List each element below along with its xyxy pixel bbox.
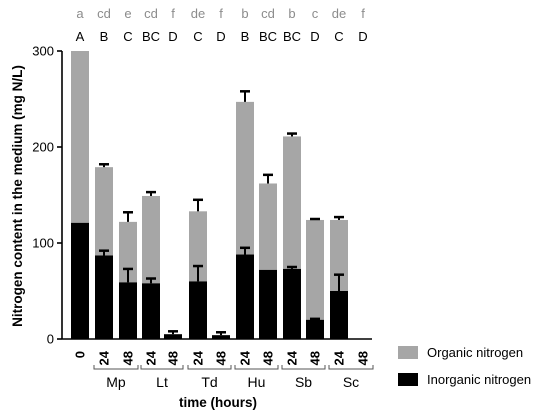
x-tick-label: 48 (214, 351, 229, 365)
group-bracket (281, 365, 326, 370)
group-label: Mp (106, 374, 126, 390)
bar-inorganic-nitrogen (119, 282, 137, 339)
group-bracket (93, 365, 139, 370)
bars (71, 51, 348, 339)
bar-organic-nitrogen (189, 211, 207, 282)
legend: Organic nitrogen Inorganic nitrogen (398, 345, 531, 387)
legend-swatch (398, 373, 418, 386)
significance-letter-upper: B (241, 29, 250, 44)
x-tick-label: 48 (261, 351, 276, 365)
bar-inorganic-nitrogen (283, 268, 301, 339)
x-tick-label: 24 (238, 350, 253, 365)
bar-organic-nitrogen (142, 195, 160, 284)
group-label: Td (201, 374, 217, 390)
significance-letter-upper: D (310, 29, 319, 44)
group-label: Sb (295, 374, 312, 390)
bar-inorganic-nitrogen (212, 335, 230, 339)
bar-organic-nitrogen (236, 101, 254, 255)
legend-label: Inorganic nitrogen (427, 372, 531, 387)
significance-letter-upper: A (76, 29, 85, 44)
bar-organic-nitrogen (330, 219, 348, 291)
y-axis: 0 100 200 300 (32, 44, 63, 347)
x-tick-label: 24 (191, 350, 206, 365)
y-tick-label: 100 (32, 236, 54, 251)
significance-letter-upper: C (123, 29, 132, 44)
significance-letter-lower: b (241, 6, 248, 21)
x-tick-label: 24 (332, 350, 347, 365)
significance-letter-upper: C (334, 29, 343, 44)
x-tick-label: 0 (73, 351, 88, 358)
significance-letter-upper: C (193, 29, 202, 44)
significance-letter-upper: D (358, 29, 367, 44)
bar-organic-nitrogen (119, 221, 137, 283)
bar-inorganic-nitrogen (306, 319, 324, 339)
significance-letter-upper: BC (283, 29, 301, 44)
bar-inorganic-nitrogen (189, 281, 207, 339)
x-axis: 0 24 48 24 48 24 48 24 48 24 48 24 48 (62, 338, 372, 365)
bar-organic-nitrogen (259, 183, 277, 270)
significance-letter-lower: a (76, 6, 84, 21)
bar-organic-nitrogen (95, 167, 113, 256)
significance-letter-lower: f (219, 6, 223, 21)
x-tick-label: 24 (97, 350, 112, 365)
bar-inorganic-nitrogen (164, 334, 182, 339)
bar-inorganic-nitrogen (259, 269, 277, 339)
significance-letter-upper: BC (142, 29, 160, 44)
significance-letter-lower: f (171, 6, 175, 21)
significance-letter-lower: de (332, 6, 346, 21)
significance-letter-upper: BC (259, 29, 277, 44)
significance-letter-upper: D (168, 29, 177, 44)
x-tick-label: 48 (166, 351, 181, 365)
bar-organic-nitrogen (283, 136, 301, 269)
significance-letters-upper: A B C BC D C D B BC BC D C D (76, 29, 368, 44)
x-tick-label: 48 (308, 351, 323, 365)
bar-organic-nitrogen (71, 51, 89, 223)
significance-letter-lower: cd (97, 6, 111, 21)
group-labels: Mp Lt Td Hu Sb Sc (93, 365, 374, 390)
significance-letter-lower: c (312, 6, 319, 21)
bar-inorganic-nitrogen (71, 222, 89, 339)
significance-letter-upper: D (216, 29, 225, 44)
x-tick-label: 48 (121, 351, 136, 365)
group-bracket (328, 365, 374, 370)
significance-letter-lower: e (124, 6, 131, 21)
bar-inorganic-nitrogen (330, 291, 348, 339)
x-axis-title: time (hours) (179, 395, 257, 410)
group-bracket (187, 365, 232, 370)
significance-letter-lower: cd (261, 6, 275, 21)
significance-letter-lower: f (361, 6, 365, 21)
legend-label: Organic nitrogen (427, 345, 523, 360)
group-bracket (234, 365, 279, 370)
significance-letter-lower: de (191, 6, 205, 21)
x-tick-label: 24 (144, 350, 159, 365)
x-tick-label: 24 (285, 350, 300, 365)
bar-inorganic-nitrogen (236, 254, 254, 339)
significance-letter-lower: cd (144, 6, 158, 21)
y-tick-label: 200 (32, 140, 54, 155)
group-bracket (140, 365, 184, 370)
group-label: Hu (248, 374, 266, 390)
y-tick-label: 300 (32, 44, 54, 59)
legend-swatch (398, 346, 418, 359)
significance-letter-upper: B (100, 29, 109, 44)
y-axis-title: Nitrogen content in the medium (mg N/L) (10, 65, 25, 327)
bar-organic-nitrogen (306, 219, 324, 320)
significance-letters-lower: a cd e cd f de f b cd b c de f (76, 6, 365, 21)
significance-letter-lower: b (288, 6, 295, 21)
group-label: Lt (156, 374, 168, 390)
bar-inorganic-nitrogen (142, 283, 160, 339)
group-label: Sc (343, 374, 359, 390)
x-tick-label: 48 (356, 351, 371, 365)
y-tick-label: 0 (47, 332, 54, 347)
bar-inorganic-nitrogen (95, 255, 113, 339)
